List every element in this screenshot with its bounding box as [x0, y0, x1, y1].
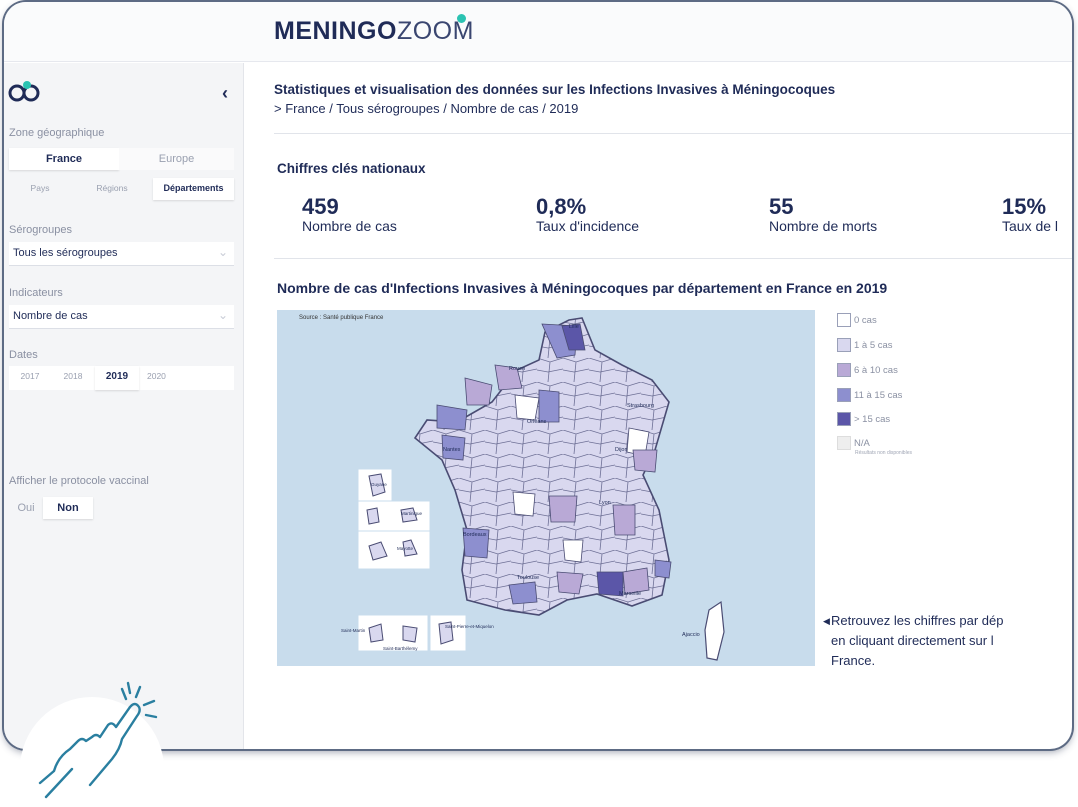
city-label: Nantes: [443, 447, 461, 453]
divider: [274, 133, 1072, 134]
legend-swatch: [837, 338, 851, 352]
corsica: [704, 600, 725, 661]
city-label: Bordeaux: [463, 532, 487, 538]
vaccine-label: Afficher le protocole vaccinal: [9, 475, 149, 487]
legend-item: 1 à 5 cas: [837, 338, 893, 352]
zone-option-europe[interactable]: Europe: [119, 148, 234, 170]
collapse-sidebar-icon[interactable]: ‹: [222, 83, 228, 103]
map-svg: Lille Rouen Strasbourg Orléans Nantes Di…: [341, 317, 725, 661]
dates-label: Dates: [9, 349, 38, 361]
kpi-cases: 459 Nombre de cas: [302, 194, 397, 235]
legend-item: > 15 cas: [837, 412, 890, 426]
date-option-2019[interactable]: 2019: [95, 366, 139, 390]
city-label: Strasbourg: [627, 403, 654, 409]
click-hand-icon: [20, 681, 164, 807]
legend-na-note: Résultats non disponibles: [855, 450, 912, 456]
city-label: Ajaccio: [682, 632, 700, 638]
vaccine-option-oui[interactable]: Oui: [17, 502, 35, 514]
city-label: Saint-Barthélemy: [383, 646, 418, 651]
divider: [274, 258, 1072, 259]
date-option-2018[interactable]: 2018: [63, 371, 83, 381]
city-label: Orléans: [527, 419, 547, 425]
city-label: Dijon: [615, 447, 628, 453]
serogroups-select[interactable]: Tous les sérogroupes ⌄: [9, 242, 234, 266]
kpi-deaths: 55 Nombre de morts: [769, 194, 878, 235]
chevron-down-icon: ⌄: [217, 245, 228, 259]
serogroups-label: Sérogroupes: [9, 224, 72, 236]
chevron-down-icon: ⌄: [217, 308, 228, 322]
city-label: Lyon: [599, 500, 611, 506]
map-source: Source : Santé publique France: [299, 315, 384, 321]
logo-mark-icon: [8, 81, 40, 102]
legend-item: N/A: [837, 436, 870, 450]
legend-swatch: [837, 388, 851, 402]
indicators-select[interactable]: Nombre de cas ⌄: [9, 305, 234, 329]
legend-swatch: [837, 313, 851, 327]
legend-item: 11 à 15 cas: [837, 388, 902, 402]
kpi-section-title: Chiffres clés nationaux: [277, 161, 426, 176]
level-toggle[interactable]: Pays Régions Départements: [9, 178, 234, 200]
legend-item: 6 à 10 cas: [837, 363, 898, 377]
level-option-regions[interactable]: Régions: [96, 183, 128, 193]
arrow-left-icon: ◀: [823, 616, 830, 626]
city-label: Mayotte: [397, 546, 414, 551]
city-label: Saint-Martin: [341, 628, 366, 633]
level-option-pays[interactable]: Pays: [30, 183, 50, 193]
city-label: Guyane: [371, 482, 387, 487]
city-label: Lille: [569, 324, 579, 330]
zone-option-france[interactable]: France: [9, 148, 119, 170]
sidebar: ‹ Zone géographique France Europe Pays R…: [4, 63, 244, 749]
date-option-2017[interactable]: 2017: [20, 371, 40, 381]
city-label: Marseille: [619, 591, 641, 597]
page-title: Statistiques et visualisation des donnée…: [274, 82, 836, 97]
city-label: Rouen: [509, 366, 525, 372]
map-title: Nombre de cas d'Infections Invasives à M…: [277, 280, 888, 296]
zone-label: Zone géographique: [9, 127, 105, 139]
dates-toggle[interactable]: 2017 2018 2019 2020: [9, 366, 234, 390]
city-label: Saint-Pierre-et-Miquelon: [445, 624, 494, 629]
top-bar: MENINGOZOOM: [4, 2, 1072, 62]
level-option-departements[interactable]: Départements: [153, 178, 234, 200]
app-window: MENINGOZOOM ‹ Zone géographique France E…: [4, 2, 1072, 749]
legend-item: 0 cas: [837, 313, 877, 327]
map-hint: ◀ Retrouvez les chiffres par dép en cliq…: [823, 613, 1004, 668]
app-logo[interactable]: MENINGOZOOM: [274, 14, 474, 46]
city-label: Martinique: [401, 511, 423, 516]
kpi-rate: 15% Taux de l: [1002, 196, 1059, 234]
kpi-incidence: 0,8% Taux d'incidence: [536, 194, 640, 235]
logo-dot: [457, 14, 466, 23]
vaccine-option-non[interactable]: Non: [43, 497, 93, 519]
date-option-2020[interactable]: 2020: [147, 371, 166, 381]
city-label: Toulouse: [517, 575, 539, 581]
breadcrumb: > France / Tous sérogroupes / Nombre de …: [274, 101, 579, 116]
france-map[interactable]: Source : Santé publique France: [277, 310, 815, 666]
legend-swatch: [837, 436, 851, 450]
legend-swatch: [837, 363, 851, 377]
vaccine-toggle[interactable]: Oui Non: [9, 497, 93, 519]
indicators-label: Indicateurs: [9, 287, 63, 299]
zone-toggle[interactable]: France Europe: [9, 148, 234, 170]
legend-swatch: [837, 412, 851, 426]
